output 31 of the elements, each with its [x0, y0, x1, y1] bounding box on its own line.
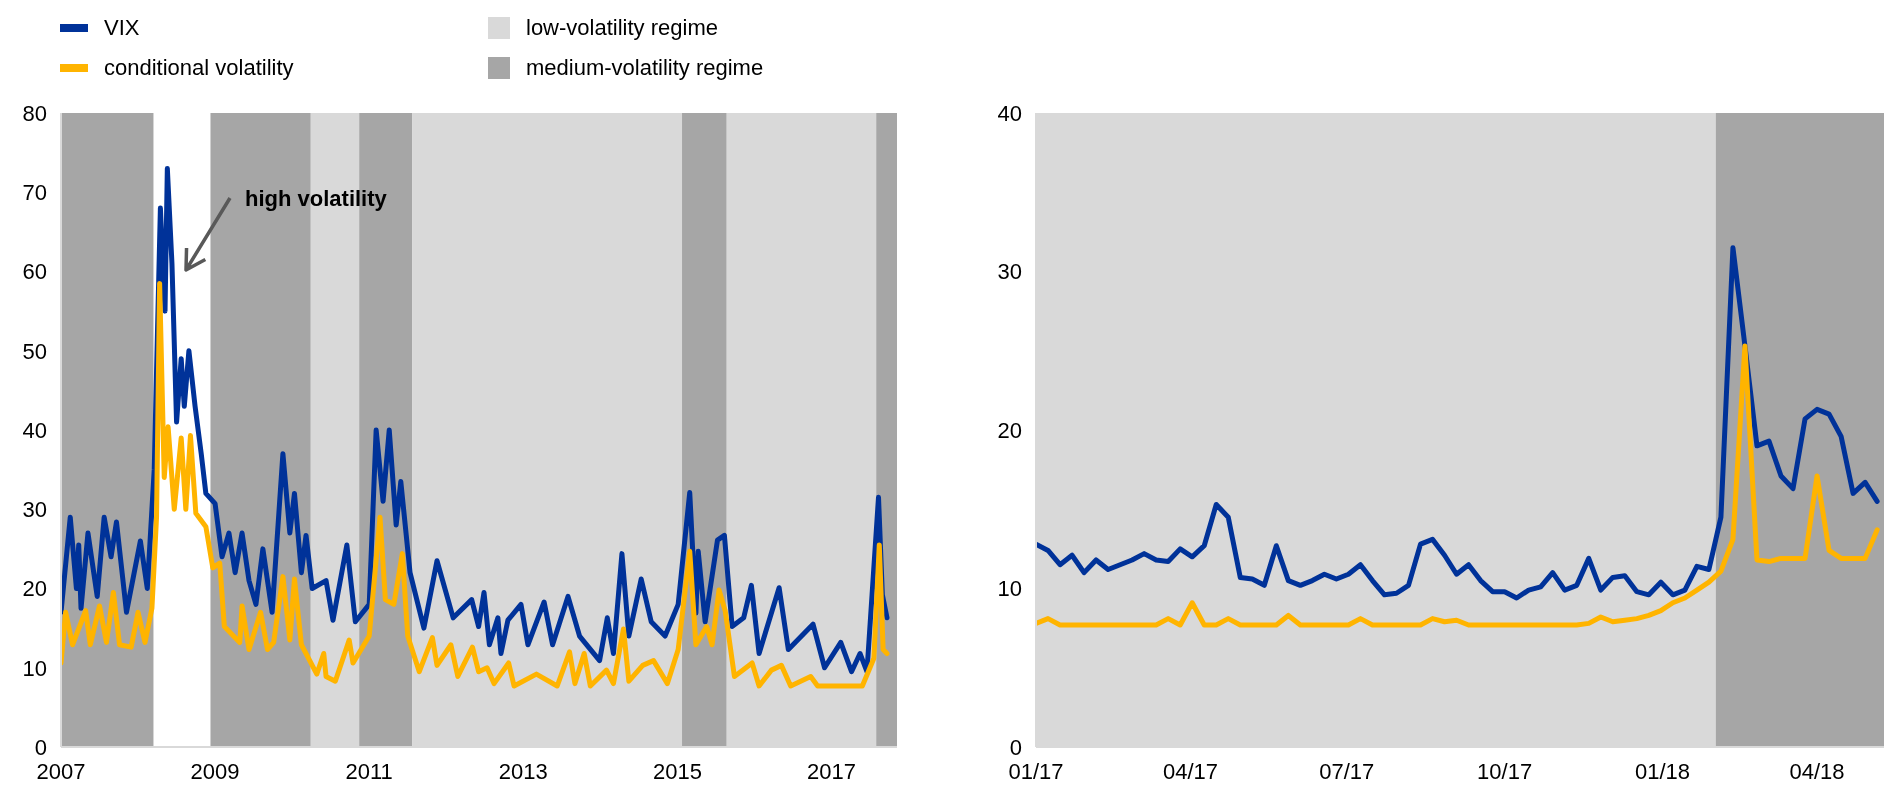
- y-tick-label: 10: [997, 576, 1022, 602]
- y-tick-label: 80: [22, 100, 47, 126]
- x-tick-label: 01/18: [1635, 758, 1691, 784]
- x-tick-label: 2009: [190, 758, 240, 784]
- y-tick-label: 70: [22, 180, 47, 206]
- y-tick-label: 30: [22, 497, 47, 523]
- x-tick-label: 2011: [345, 758, 393, 784]
- y-tick-label: 40: [997, 100, 1022, 126]
- y-tick-label: 60: [22, 259, 47, 285]
- x-tick-label: 07/17: [1319, 758, 1375, 784]
- legend-label: conditional volatility: [104, 55, 294, 81]
- x-tick-label: 2017: [807, 758, 856, 784]
- x-tick-label: 04/18: [1789, 758, 1845, 784]
- legend-label: low-volatility regime: [526, 15, 718, 41]
- legend-label: VIX: [104, 15, 140, 41]
- y-tick-label: 40: [22, 417, 47, 443]
- annotation: high volatility: [245, 186, 387, 212]
- x-tick-label: 01/17: [1008, 758, 1064, 784]
- y-tick-label: 20: [997, 417, 1022, 443]
- y-tick-label: 0: [1009, 734, 1022, 760]
- y-tick-label: 50: [22, 338, 47, 364]
- y-tick-label: 0: [34, 734, 47, 760]
- x-tick-label: 10/17: [1477, 758, 1533, 784]
- y-tick-label: 30: [997, 259, 1022, 285]
- x-tick-label: 2013: [498, 758, 548, 784]
- y-tick-label: 20: [22, 576, 47, 602]
- x-tick-label: 04/17: [1162, 758, 1219, 784]
- y-tick-label: 10: [22, 655, 47, 681]
- legend-label: medium-volatility regime: [526, 55, 764, 81]
- x-tick-label: 2015: [652, 758, 702, 784]
- x-tick-label: 2007: [36, 758, 86, 784]
